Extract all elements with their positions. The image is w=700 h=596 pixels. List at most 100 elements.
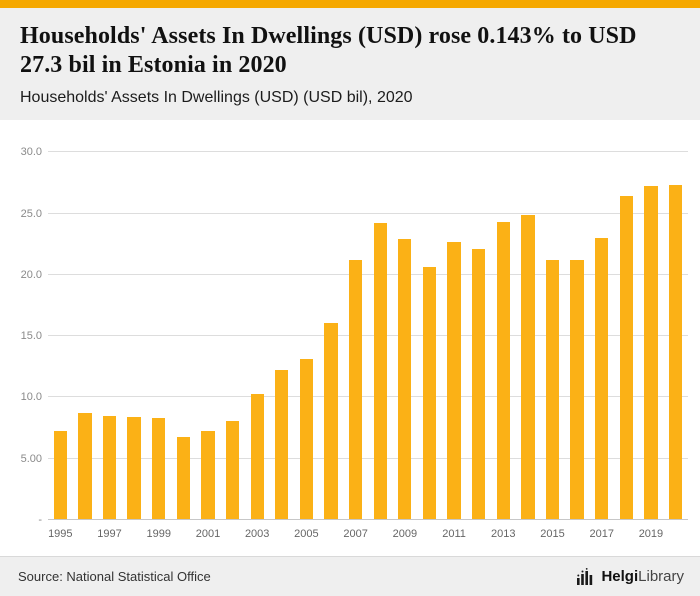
x-tick-label: 2017 <box>589 528 614 540</box>
bar-slot <box>73 138 98 520</box>
y-tick-label: 30.0 <box>20 146 42 159</box>
bar-slot <box>269 138 294 520</box>
gridline <box>48 151 688 153</box>
bars <box>48 138 688 520</box>
bar-2007 <box>348 260 363 520</box>
y-tick-label: 10.0 <box>20 391 42 404</box>
bar-slot <box>442 138 467 520</box>
bar-slot <box>393 138 418 520</box>
x-tick-label: 2009 <box>392 528 418 540</box>
bar-1996 <box>78 413 92 520</box>
bar-slot <box>146 138 171 520</box>
bar-2016 <box>570 260 584 520</box>
bar-slot <box>122 138 147 520</box>
bar-1999 <box>152 418 166 520</box>
bar-2013 <box>496 222 510 520</box>
x-tick-label <box>466 528 491 544</box>
x-tick-label: 2015 <box>540 528 565 540</box>
chart-area: 1995 1997 1999 2001 2003 2005 2007 2009 2011 2013… <box>0 119 700 556</box>
bar-slot <box>48 138 73 520</box>
bar-1997 <box>102 415 117 520</box>
helgi-library-logo: HelgiLibrary <box>576 567 684 586</box>
bar-slot <box>196 138 221 520</box>
bar-slot <box>343 138 368 520</box>
x-tick-label <box>171 528 196 544</box>
x-tick-label <box>516 528 541 544</box>
bar-2018 <box>619 196 633 520</box>
page-subtitle: Households' Assets In Dwellings (USD) (U… <box>20 88 413 106</box>
bar-2015 <box>545 260 560 520</box>
bar-2017 <box>595 238 609 520</box>
x-tick-label <box>417 528 442 544</box>
bar-2019 <box>644 185 658 520</box>
y-tick-label: 15.0 <box>20 330 42 343</box>
x-tick-label: 2007 <box>343 528 368 540</box>
x-tick-label <box>368 528 393 544</box>
gridline <box>48 273 688 275</box>
x-tick-label <box>122 528 147 544</box>
bar-slot <box>319 138 344 520</box>
bar-slot <box>565 138 590 520</box>
y-tick-label: 20.0 <box>20 268 42 281</box>
x-tick-label <box>663 528 688 544</box>
x-tick-label: 2013 <box>491 528 516 540</box>
logo-text-regular: Library <box>638 567 684 585</box>
y-tick-label: - <box>38 514 42 526</box>
bar-slot <box>294 138 319 520</box>
bar-chart-logo-icon <box>577 567 593 585</box>
x-tick-label: 2005 <box>294 528 319 540</box>
bar-2009 <box>398 239 412 520</box>
accent-strip <box>0 0 700 8</box>
gridline <box>48 335 688 337</box>
bar-slot <box>540 138 565 520</box>
bar-1995 <box>53 430 67 520</box>
bar-slot <box>639 138 664 520</box>
bar-2004 <box>275 370 289 520</box>
x-tick-label <box>614 528 639 544</box>
source-text: Source: National Statistical Office <box>18 569 211 584</box>
bar-slot <box>417 138 442 520</box>
bar-slot <box>614 138 639 520</box>
bar-slot <box>171 138 196 520</box>
bar-slot <box>368 138 393 520</box>
x-axis-labels: 1995 1997 1999 2001 2003 2005 2007 2009 2011 2013… <box>48 528 688 544</box>
bar-slot <box>589 138 614 520</box>
bar-2020 <box>668 185 683 520</box>
y-tick-label: 5.00 <box>20 452 42 465</box>
bar-slot <box>97 138 122 520</box>
x-tick-label: 2011 <box>442 528 466 540</box>
chart-footer: Source: National Statistical Office Helg… <box>0 556 700 596</box>
bar-2011 <box>447 241 461 520</box>
bar-2000 <box>176 436 190 520</box>
bar-2014 <box>521 214 535 520</box>
bar-2003 <box>250 393 264 520</box>
x-tick-label: 2003 <box>244 528 270 540</box>
x-tick-label <box>73 528 98 544</box>
bar-2010 <box>422 267 437 520</box>
page-title: Households' Assets In Dwellings (USD) ro… <box>20 23 637 79</box>
bar-slot <box>516 138 541 520</box>
bar-slot <box>491 138 516 520</box>
y-tick-label: 25.0 <box>20 207 42 220</box>
bar-2002 <box>225 420 240 520</box>
x-tick-label: 2019 <box>638 528 664 540</box>
bar-2012 <box>472 249 486 520</box>
bar-slot <box>466 138 491 520</box>
x-tick-label: 1995 <box>48 528 73 540</box>
gridline <box>48 457 688 459</box>
bar-slot <box>220 138 245 520</box>
chart-header: Households' Assets In Dwellings (USD) ro… <box>0 8 700 120</box>
x-tick-label <box>319 528 344 544</box>
x-tick-label <box>565 528 590 544</box>
gridline <box>48 396 688 398</box>
bar-2008 <box>373 223 387 520</box>
gridline <box>48 212 688 214</box>
x-axis-line <box>48 519 688 520</box>
bar-slot <box>663 138 688 520</box>
x-tick-label: 1997 <box>97 528 122 540</box>
bar-2005 <box>299 359 314 520</box>
x-tick-label: 2001 <box>195 528 221 540</box>
plot-area: 1995 1997 1999 2001 2003 2005 2007 2009 2011 2013… <box>21 138 688 540</box>
x-tick-label <box>220 528 245 544</box>
